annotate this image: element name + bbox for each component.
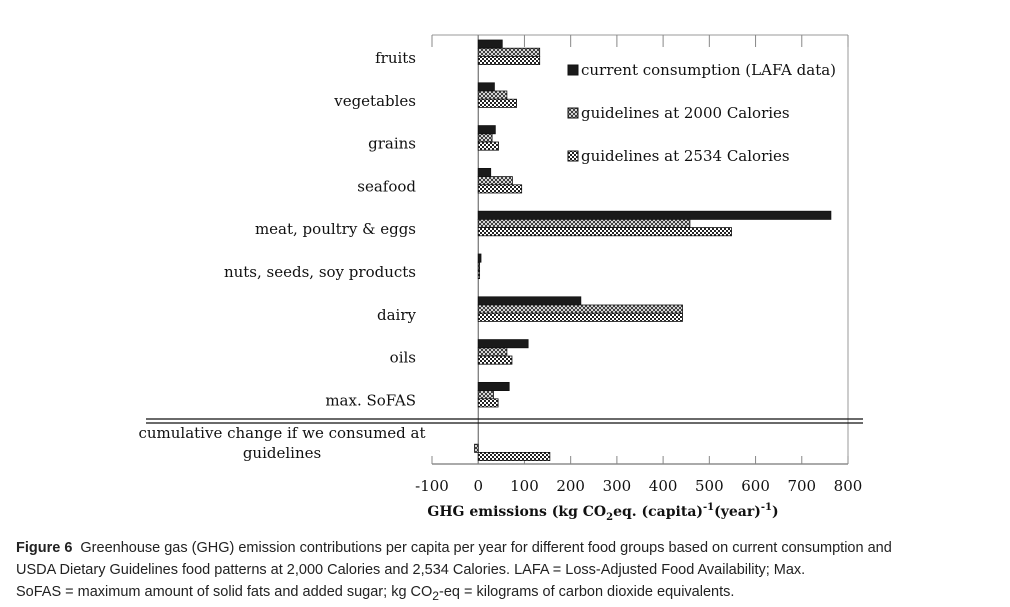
category-label: max. SoFAS (325, 391, 416, 409)
legend-label: current consumption (LAFA data) (581, 61, 836, 79)
bar-1 (477, 39, 503, 49)
bar-2 (477, 347, 508, 357)
x-axis-label-part: GHG emissions (kg CO (427, 504, 606, 520)
bar-2 (477, 133, 493, 143)
bar-2 (477, 261, 481, 271)
bar-3 (477, 98, 517, 108)
caption-line-2: USDA Dietary Guidelines food patterns at… (16, 562, 806, 578)
x-tick-label: 800 (834, 477, 863, 495)
summary-category-label-line1: cumulative change if we consumed at (138, 424, 425, 442)
x-tick-label: 100 (510, 477, 539, 495)
category-label: vegetables (333, 92, 416, 110)
bar-3 (477, 451, 551, 461)
grid-lines (431, 35, 849, 464)
bar-3 (477, 184, 523, 194)
category-label: oils (390, 349, 416, 367)
x-tick-labels: -100 0 100 200 300 400 500 600 700 800 (415, 477, 862, 495)
bar-2 (477, 47, 541, 57)
x-axis-label-part: 2 (606, 512, 613, 523)
bar-2 (477, 176, 513, 186)
x-tick-label: 400 (649, 477, 678, 495)
legend-label: guidelines at 2534 Calories (581, 147, 790, 165)
x-axis-label-part: -1 (703, 502, 714, 513)
x-axis-label-part: eq. (capita) (613, 504, 703, 520)
legend-swatch (567, 64, 579, 76)
bar-1 (477, 296, 582, 306)
bar-3 (477, 141, 499, 151)
bar-2 (477, 304, 683, 314)
bar-3 (477, 227, 732, 237)
category-label: nuts, seeds, soy products (224, 263, 416, 281)
x-axis-label-part: ) (772, 504, 779, 520)
category-label: seafood (357, 177, 416, 195)
category-label: dairy (377, 306, 417, 324)
bar-2 (474, 443, 479, 453)
bar-1 (477, 381, 510, 391)
bar-3 (477, 398, 499, 408)
legend: current consumption (LAFA data) guideline… (567, 61, 836, 165)
caption-line-3: SoFAS = maximum amount of solid fats and… (16, 584, 735, 603)
legend-swatch (567, 107, 579, 119)
x-axis-label-part: -1 (761, 502, 772, 513)
x-tick-label: 500 (695, 477, 724, 495)
category-labels: fruits vegetables grains seafood meat, poult… (138, 49, 425, 462)
bar-1 (477, 253, 482, 263)
summary-category-label-line2: guidelines (243, 444, 321, 462)
figure-number: Figure 6 (16, 540, 73, 556)
bar-1 (477, 82, 495, 92)
category-label: fruits (375, 49, 416, 67)
bar-1 (477, 167, 492, 177)
ghg-bar-chart: fruits vegetables grains seafood meat, poult… (138, 34, 863, 523)
bar-3 (477, 312, 683, 322)
bar-group (474, 39, 832, 461)
figure-caption: Figure 6 Greenhouse gas (GHG) emission co… (16, 537, 1001, 607)
x-tick-label: -100 (415, 477, 449, 495)
bar-2 (477, 90, 508, 100)
x-axis-label: GHG emissions (kg CO2eq. (capita)-1(year… (427, 502, 778, 523)
x-tick-label: 700 (787, 477, 816, 495)
x-tick-label: 600 (741, 477, 770, 495)
x-tick-label: 300 (603, 477, 632, 495)
bar-1 (477, 339, 529, 349)
legend-label: guidelines at 2000 Calories (581, 104, 790, 122)
bar-3 (477, 56, 541, 66)
bar-2 (477, 218, 691, 228)
bar-3 (477, 355, 513, 365)
caption-line-1: Figure 6 Greenhouse gas (GHG) emission co… (16, 540, 892, 556)
bar-1 (477, 210, 832, 220)
x-axis-label-part: (year) (714, 504, 761, 520)
x-tick-label: 200 (556, 477, 585, 495)
bar-2 (477, 390, 494, 400)
legend-swatch (567, 150, 579, 162)
bar-1 (477, 125, 496, 135)
category-label: meat, poultry & eggs (255, 220, 416, 238)
bar-3 (477, 269, 481, 279)
category-label: grains (368, 135, 416, 153)
x-tick-label: 0 (473, 477, 483, 495)
